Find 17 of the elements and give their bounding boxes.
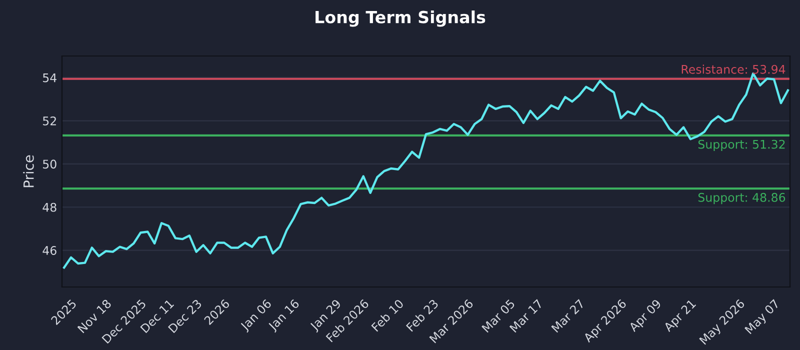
y-tick-label: 50 xyxy=(43,160,56,169)
x-tick-label: Feb 10 xyxy=(370,298,404,332)
x-tick-label: Mar 27 xyxy=(551,298,585,333)
x-tick-label: Feb 23 xyxy=(406,298,439,332)
x-tick-label: Apr 09 xyxy=(628,298,664,334)
y-tick-label: 46 xyxy=(42,246,56,255)
x-tick-label: Nov 18 xyxy=(77,298,112,334)
line-series xyxy=(62,72,790,269)
x-tick-label: Apr 21 xyxy=(662,299,698,334)
chart-title: Long Term Signals xyxy=(316,10,486,27)
y-tick-label: 52 xyxy=(43,116,56,126)
y-tick-label: 48 xyxy=(42,202,56,212)
y-axis-title: Price xyxy=(23,155,34,188)
y-tick-label: 54 xyxy=(43,73,56,82)
ref-line-label: Resistance: 53.94 xyxy=(682,64,786,74)
ref-line-label: Support: 51.32 xyxy=(698,140,785,152)
ref-line-label: Support: 48.86 xyxy=(698,192,786,204)
